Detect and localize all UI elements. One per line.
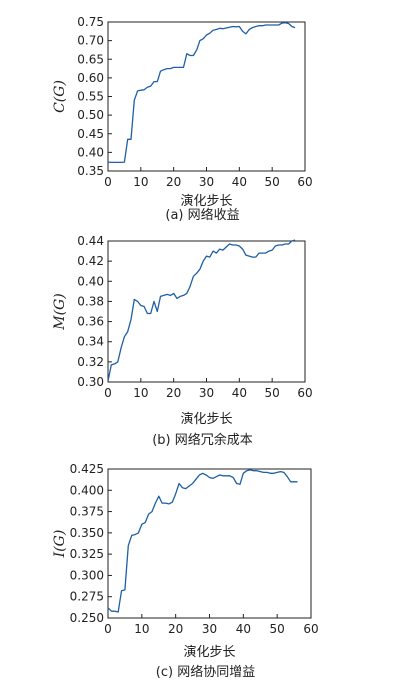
y-tick-label: 0.44 xyxy=(77,234,104,248)
x-tick-label: 20 xyxy=(168,622,183,636)
x-tick-label: 0 xyxy=(104,386,112,400)
y-tick-label: 0.350 xyxy=(70,526,104,540)
y-tick-label: 0.275 xyxy=(70,590,104,604)
y-tick-label: 0.75 xyxy=(77,15,104,29)
x-axis-label: 演化步长 xyxy=(180,411,232,427)
x-axis-label: 演化步长 xyxy=(183,644,235,660)
x-axis-label: 演化步长 xyxy=(180,193,232,209)
y-tick-label: 0.250 xyxy=(70,611,104,625)
panel-caption: (b) 网络冗余成本 xyxy=(152,432,253,448)
x-tick-label: 10 xyxy=(134,622,149,636)
y-tick-label: 0.38 xyxy=(77,294,104,308)
y-tick-label: 0.45 xyxy=(77,127,104,141)
y-tick-label: 0.60 xyxy=(77,71,104,85)
chart-panel-3: 0.250 0.275 0.300 0.325 0.350 0.375 0.400 0.425… xyxy=(52,462,319,680)
y-tick-label: 0.300 xyxy=(70,568,104,582)
x-tick-label: 10 xyxy=(133,386,148,400)
y-axis-label: C(G) xyxy=(52,80,68,113)
x-tick-label: 30 xyxy=(199,386,214,400)
x-tick-label: 50 xyxy=(270,622,285,636)
panel-caption: (c) 网络协同增益 xyxy=(156,664,255,680)
x-tick-label: 40 xyxy=(232,175,247,189)
x-tick-label: 10 xyxy=(133,175,148,189)
x-tick-label: 50 xyxy=(265,175,280,189)
y-tick-label: 0.425 xyxy=(70,462,104,476)
series-line-1 xyxy=(107,469,298,613)
x-tick-label: 30 xyxy=(202,622,217,636)
x-tick-label: 40 xyxy=(232,386,247,400)
y-tick-label: 0.32 xyxy=(77,355,104,369)
plot-frame xyxy=(107,240,306,383)
y-tick-label: 0.55 xyxy=(77,90,104,104)
y-tick-label: 0.36 xyxy=(77,315,104,329)
x-tick-label: 0 xyxy=(104,175,112,189)
y-axis-label: I(G) xyxy=(52,530,68,559)
x-tick-label: 60 xyxy=(297,175,312,189)
y-tick-label: 0.42 xyxy=(77,254,104,268)
x-tick-label: 30 xyxy=(199,175,214,189)
y-tick-label: 0.400 xyxy=(70,483,104,497)
plot-frame xyxy=(107,21,306,172)
series-line-1 xyxy=(107,22,296,164)
y-axis-label: M(G) xyxy=(52,293,68,330)
x-tick-label: 60 xyxy=(297,386,312,400)
chart-panel-2: 0.30 0.32 0.34 0.36 0.38 0.40 0.42 0.44 0 10 20 30 4… xyxy=(52,234,313,448)
x-tick-label: 20 xyxy=(166,386,181,400)
y-tick-label: 0.65 xyxy=(77,52,104,66)
y-tick-label: 0.375 xyxy=(70,505,104,519)
plot-frame xyxy=(107,468,312,619)
x-tick-label: 20 xyxy=(166,175,181,189)
series-line-1 xyxy=(107,239,296,382)
panel-caption: (a) 网络收益 xyxy=(165,207,239,223)
x-tick-label: 40 xyxy=(236,622,251,636)
y-tick-label: 0.34 xyxy=(77,335,104,349)
x-tick-label: 0 xyxy=(104,622,112,636)
x-tick-label: 60 xyxy=(303,622,318,636)
y-tick-label: 0.50 xyxy=(77,108,104,122)
x-tick-label: 50 xyxy=(265,386,280,400)
chart-panel-1: 0.35 0.40 0.45 0.50 0.55 0.60 0.65 0.70 0.75 0 10 2… xyxy=(52,15,313,223)
y-tick-label: 0.325 xyxy=(70,547,104,561)
y-tick-label: 0.35 xyxy=(77,164,104,178)
y-tick-label: 0.40 xyxy=(77,274,104,288)
y-tick-label: 0.70 xyxy=(77,34,104,48)
y-tick-label: 0.30 xyxy=(77,375,104,389)
y-tick-label: 0.40 xyxy=(77,145,104,159)
